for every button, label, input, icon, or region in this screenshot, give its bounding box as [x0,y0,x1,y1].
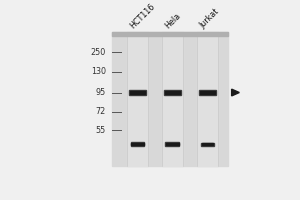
Bar [162,32,183,166]
Bar [112,32,228,36]
Text: 55: 55 [96,126,106,135]
Bar [200,91,215,94]
Text: 250: 250 [91,48,106,57]
Bar [199,90,216,95]
Bar [201,143,214,146]
Bar [131,143,144,145]
Text: HCT116: HCT116 [129,2,157,30]
Text: 95: 95 [96,88,106,97]
Text: 130: 130 [91,67,106,76]
Bar [165,91,180,94]
Bar [197,32,218,166]
Text: 72: 72 [96,107,106,116]
Polygon shape [232,89,239,96]
Bar [130,91,145,94]
Bar [112,32,228,166]
Bar [129,90,146,95]
Text: Hela: Hela [164,11,183,30]
Bar [165,142,179,146]
Bar [166,143,178,145]
Bar [130,142,145,146]
Text: Jurkat: Jurkat [199,7,221,30]
Bar [164,90,181,95]
Bar [127,32,148,166]
Bar [202,143,213,145]
